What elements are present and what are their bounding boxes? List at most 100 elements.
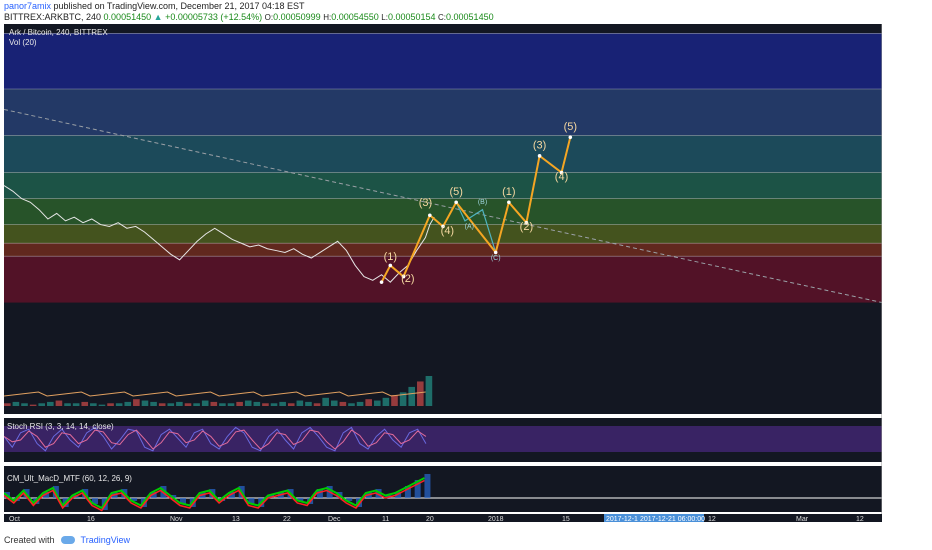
volume-bar (201, 400, 209, 406)
volume-bar (158, 403, 166, 406)
stoch-rsi-legend: Stoch RSI (3, 3, 14, 14, close) (7, 422, 114, 431)
x-tick-label: Oct (9, 516, 20, 522)
volume-bar (417, 381, 424, 406)
high-value: 0.00054550 (331, 12, 379, 22)
macd-histogram-bar (43, 492, 50, 498)
wave-label: (4) (441, 225, 454, 237)
wave-point (379, 280, 384, 284)
wave-point (493, 250, 498, 255)
author-link[interactable]: panor7amix (4, 1, 52, 11)
macd-histogram-bar (297, 498, 304, 501)
macd-histogram-bar (150, 492, 157, 498)
wave-point (524, 220, 529, 225)
volume-bar (313, 403, 321, 406)
fib-band (4, 33, 882, 89)
macd-signal-line (4, 479, 425, 512)
volume-bar (287, 403, 295, 406)
macd-histogram-bar (316, 489, 323, 498)
volume-bar (425, 376, 433, 406)
chart-svg[interactable]: (1)(2)(3)(4)(5) (1)(2)(3)(4)(5)(A)(B)(C)0… (4, 24, 882, 522)
macd-histogram-bar (346, 498, 353, 501)
volume-bar (29, 404, 37, 406)
low-value: 0.00050154 (387, 12, 436, 22)
volume-bar (227, 403, 235, 406)
volume-bar (408, 386, 416, 406)
wave-point (537, 154, 542, 158)
tradingview-brand[interactable]: TradingView (80, 535, 131, 545)
open-value: 0.00050999 (273, 12, 321, 22)
volume-bar (47, 401, 54, 406)
macd-histogram-bar (170, 495, 177, 498)
wave-label: (1) (384, 251, 397, 263)
volume-bar (262, 403, 269, 406)
volume-bar (236, 401, 243, 406)
x-tick-label: 16 (87, 516, 95, 522)
x-tick-label: Mar (796, 516, 809, 522)
x-tick-label: 12 (708, 516, 716, 522)
volume-bar (253, 401, 261, 406)
volume-bar (296, 400, 304, 406)
descending-trendline (4, 108, 882, 304)
macd-histogram-bar (131, 498, 138, 501)
macd-histogram-bar (179, 498, 186, 504)
chart-plot-area[interactable]: (1) (2) (3) (4) (5) (1) (2) (3) (4) (5) (A) (B) (C) 0… (4, 24, 882, 522)
publish-line: panor7amix published on TradingView.com,… (4, 1, 305, 11)
wave-label: (5) (564, 121, 577, 133)
wave-point (559, 170, 564, 175)
x-tick-label: 12 (856, 516, 864, 522)
volume-bar (167, 403, 175, 406)
volume-bar (399, 392, 407, 406)
volume-bar (4, 403, 11, 406)
volume-bar (356, 401, 364, 406)
macd-pane-bg (4, 466, 882, 512)
tradingview-cloud-icon (60, 536, 75, 544)
wave-point (454, 200, 458, 205)
elliott-wave-path (380, 137, 572, 283)
volume-bar (176, 401, 183, 406)
price-change: +0.00005733 (+12.54%) (165, 12, 263, 22)
created-with-label: Created with (4, 535, 55, 545)
x-tick-label: 15 (562, 516, 570, 522)
wave-label: (2) (520, 221, 533, 233)
volume-bar (348, 403, 355, 406)
volume-bar (219, 403, 226, 406)
volume-bar (55, 400, 63, 406)
fib-band (4, 243, 882, 257)
stoch-rsi-d-line (4, 429, 427, 450)
close-value: 0.00051450 (446, 12, 494, 22)
volume-bar (365, 399, 372, 406)
wave-point (568, 135, 573, 140)
corrective-label: (B) (478, 199, 487, 206)
open-label: O: (264, 13, 274, 22)
volume-bar (72, 403, 80, 406)
volume-bar (150, 401, 157, 406)
volume-bar (184, 403, 192, 406)
macd-line (4, 477, 425, 510)
cursor-time-box (604, 514, 704, 522)
volume-bar (210, 401, 218, 406)
footer: Created with TradingView (4, 535, 130, 545)
macd-histogram-bar (91, 498, 98, 504)
wave-label: (2) (401, 273, 414, 285)
macd-histogram-bar (219, 498, 226, 501)
volume-bar (98, 404, 106, 406)
wave-label: (4) (555, 171, 568, 183)
volume-bar (279, 401, 286, 406)
x-tick-label: 2018 (488, 516, 504, 522)
wave-point (388, 263, 393, 268)
close-label: C: (438, 13, 447, 22)
x-tick-label: 11 (382, 516, 389, 522)
volume-ma-line (4, 391, 426, 397)
high-label: H: (323, 13, 332, 22)
volume-bar (193, 403, 200, 406)
macd-legend: CM_Ult_MacD_MTF (60, 12, 26, 9) (7, 474, 132, 483)
publish-text: published on TradingView.com, December 2… (51, 1, 305, 11)
fib-band (4, 172, 882, 199)
macd-histogram-bar (228, 492, 235, 498)
x-tick-label: 13 (232, 516, 240, 522)
main-legend: Ark / Bitcoin, 240, BITTREX (9, 28, 108, 37)
volume-bar (305, 401, 312, 406)
wave-point (441, 224, 445, 229)
cursor-time-label: 2017-12-21 06:00:00 (640, 516, 705, 522)
